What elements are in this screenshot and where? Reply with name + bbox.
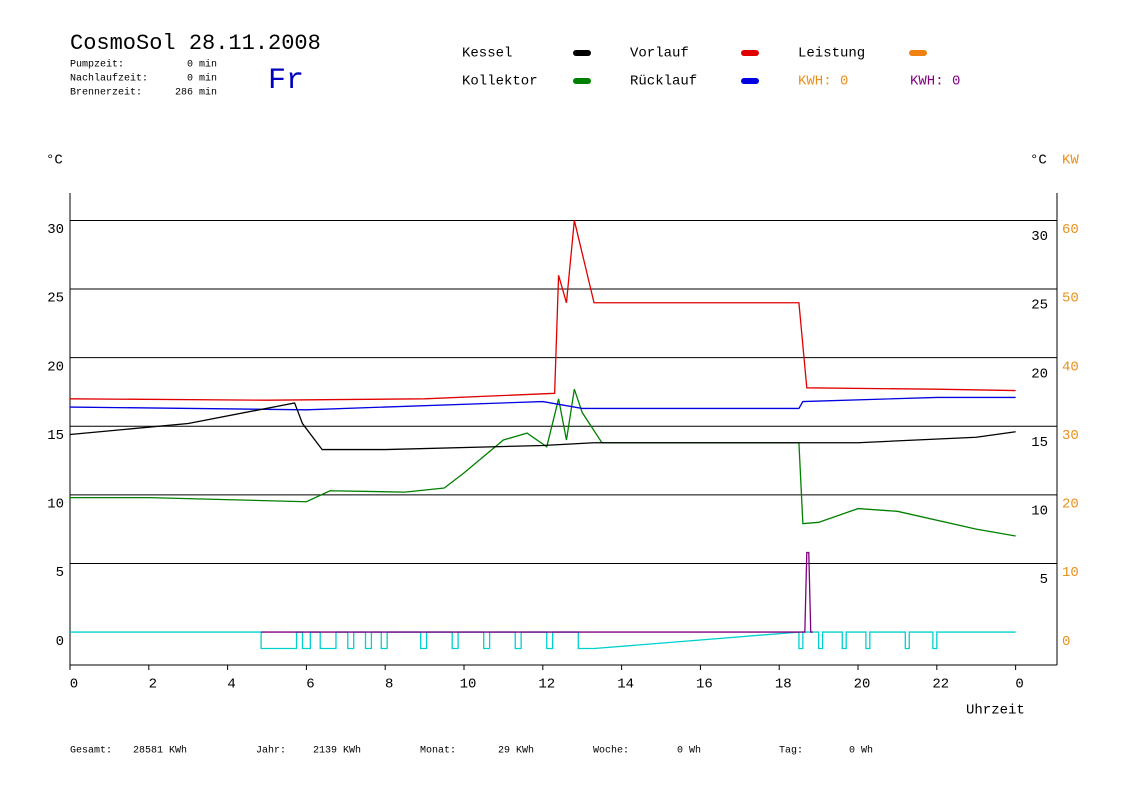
footer-value: 28581 KWh (133, 745, 187, 757)
footer-value: 29 KWh (498, 745, 534, 757)
y2-tick-label: 0 (1062, 634, 1070, 650)
right-temp-tick-label: 30 (1031, 229, 1048, 245)
chart-title: CosmoSol 28.11.2008 (70, 31, 321, 56)
right-temp-tick-label: 25 (1031, 298, 1048, 314)
y2-tick-label: 30 (1062, 428, 1079, 444)
right-temp-tick-label: 5 (1040, 572, 1048, 588)
footer-label: Gesamt: (70, 746, 112, 757)
right-temp-tick-label: 10 (1031, 504, 1048, 520)
y2-tick-label: 20 (1062, 497, 1079, 513)
x-tick-label: 16 (696, 677, 713, 693)
kwh-label: KWH: 0 (798, 74, 848, 90)
x-tick-label: 2 (149, 677, 157, 693)
x-axis-label: Uhrzeit (966, 703, 1025, 719)
x-tick-label: 6 (306, 677, 314, 693)
y-axis-label: °C (46, 153, 63, 169)
y-tick-label: 30 (47, 222, 64, 238)
y-tick-label: 0 (56, 634, 64, 650)
series-line (70, 631, 1016, 650)
footer-value: 0 Wh (849, 745, 873, 757)
legend-label: Kessel (462, 46, 512, 62)
footer-label: Woche: (593, 745, 629, 757)
y-tick-label: 10 (47, 497, 64, 513)
x-tick-label: 12 (538, 677, 555, 693)
series-line (69, 220, 1016, 401)
y2-tick-label: 10 (1062, 565, 1079, 581)
y2-tick-label: 40 (1062, 359, 1079, 375)
series-line (261, 551, 813, 633)
x-tick-label: 10 (460, 677, 477, 693)
y-tick-label: 20 (47, 359, 64, 375)
legend-label: Leistung (798, 46, 865, 62)
stat-label: Pumpzeit: (70, 59, 124, 71)
y-tick-label: 15 (47, 428, 64, 444)
day-label: Fr (268, 64, 304, 98)
stat-value: 0 min (187, 73, 217, 85)
x-tick-label: 8 (385, 677, 393, 693)
y2-temp-label: °C (1030, 153, 1047, 169)
y-tick-label: 5 (56, 565, 64, 581)
legend-label: Kollektor (462, 74, 538, 90)
series-line (69, 396, 1016, 411)
legend-label: Vorlauf (630, 46, 689, 62)
right-temp-tick-label: 20 (1031, 366, 1048, 382)
y2-tick-label: 60 (1062, 222, 1079, 238)
y2-axis-label: KW (1062, 153, 1079, 169)
right-temp-tick-label: 15 (1031, 435, 1048, 451)
x-tick-label: 14 (617, 677, 634, 693)
y-tick-label: 25 (47, 291, 64, 307)
legend-label: Rücklauf (630, 74, 697, 90)
footer-label: Jahr: (256, 745, 286, 757)
y2-tick-label: 50 (1062, 291, 1079, 307)
series-line (69, 402, 1016, 451)
series-line (70, 389, 1016, 537)
x-tick-label: 20 (854, 677, 871, 693)
footer-value: 2139 KWh (313, 745, 361, 757)
stat-label: Nachlaufzeit: (70, 73, 148, 85)
stat-label: Brennerzeit: (70, 87, 142, 99)
footer-label: Monat: (420, 746, 456, 757)
x-tick-label: 22 (932, 677, 949, 693)
x-tick-label: 18 (775, 677, 792, 693)
x-tick-label: 0 (70, 677, 78, 693)
footer-value: 0 Wh (677, 745, 701, 757)
kwh-label: KWH: 0 (910, 74, 960, 90)
x-tick-label: 4 (227, 677, 235, 693)
footer-label: Tag: (779, 746, 803, 757)
x-tick-label: 0 (1015, 677, 1023, 693)
stat-value: 0 min (187, 59, 217, 71)
stat-value: 286 min (175, 87, 217, 99)
